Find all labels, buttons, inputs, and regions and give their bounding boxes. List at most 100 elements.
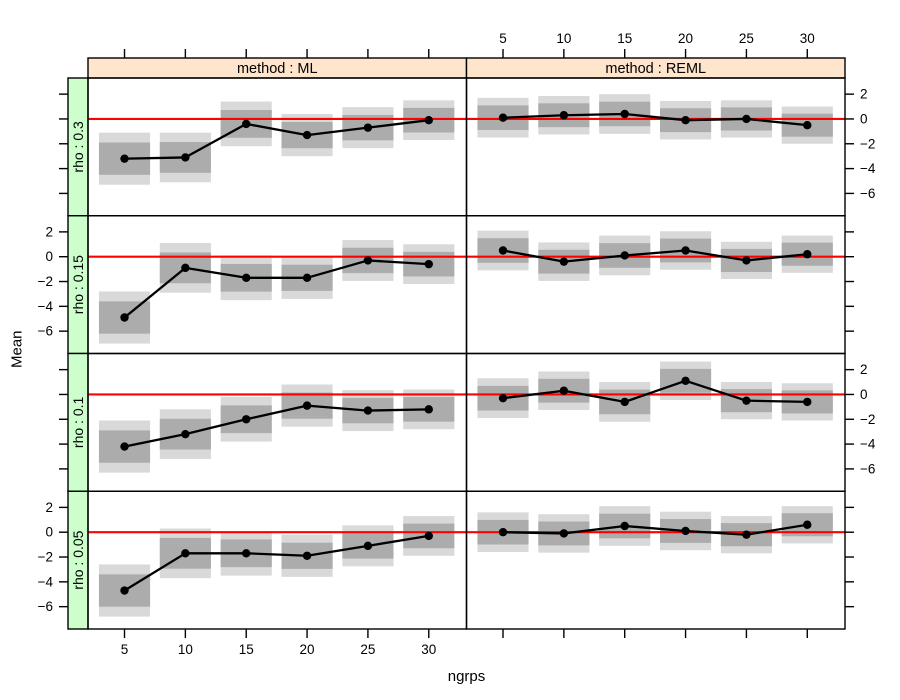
y-tick-label-left: 2 — [45, 500, 53, 515]
data-point — [363, 256, 373, 265]
data-point — [559, 529, 569, 538]
data-point — [242, 119, 251, 129]
series-line — [502, 523, 808, 536]
data-point — [498, 393, 508, 403]
x-tick-label-bottom: 20 — [300, 642, 315, 657]
row-strip-label: rho : 0.05 — [70, 530, 86, 589]
data-point — [242, 415, 251, 424]
data-point — [302, 551, 312, 560]
data-point — [681, 246, 690, 255]
x-tick-label-top: 15 — [617, 31, 632, 46]
data-point — [681, 115, 690, 125]
y-tick-label-right: −6 — [860, 186, 875, 201]
y-tick-label-right: 2 — [860, 87, 868, 102]
y-tick-label-right: −4 — [860, 161, 876, 176]
y-tick-label-left: −2 — [38, 274, 53, 289]
data-point — [559, 257, 569, 266]
series-line — [502, 379, 808, 404]
y-tick-label-right: −2 — [860, 136, 875, 151]
data-point — [424, 259, 433, 269]
data-point — [620, 109, 629, 119]
x-tick-label-top: 5 — [499, 31, 507, 46]
y-tick-label-right: −2 — [860, 412, 875, 427]
y-tick-label-right: −6 — [860, 461, 875, 476]
data-point — [498, 113, 508, 122]
x-tick-label-top: 25 — [739, 31, 754, 46]
x-tick-label-bottom: 30 — [421, 642, 436, 657]
x-tick-label-bottom: 5 — [121, 642, 129, 657]
column-strip-label: method : ML — [237, 61, 318, 77]
data-point — [302, 130, 312, 140]
y-tick-label-left: 2 — [45, 224, 53, 239]
panel-border — [465, 352, 846, 492]
row-strip-label: rho : 0.15 — [70, 255, 86, 314]
series-line — [124, 404, 429, 448]
data-point — [803, 520, 812, 529]
row-strip-label: rho : 0.3 — [70, 121, 86, 173]
data-point — [742, 256, 751, 265]
y-tick-label-left: −6 — [38, 599, 53, 614]
data-point — [242, 549, 251, 558]
series-line — [502, 249, 808, 263]
y-tick-label-right: 2 — [860, 362, 868, 377]
data-point — [424, 531, 433, 541]
data-point — [424, 115, 433, 125]
y-tick-label-left: 0 — [45, 249, 53, 264]
y-tick-label-left: −2 — [38, 550, 53, 565]
panel-border — [465, 490, 846, 630]
y-tick-label-left: −4 — [38, 299, 54, 314]
y-tick-label-left: −6 — [38, 324, 53, 339]
row-strip-label: rho : 0.1 — [70, 396, 86, 448]
x-tick-label-bottom: 15 — [239, 642, 254, 657]
data-point — [363, 406, 373, 415]
data-point — [363, 123, 373, 132]
y-tick-label-left: −4 — [38, 574, 54, 589]
data-point — [181, 263, 190, 273]
x-tick-label-top: 30 — [800, 31, 815, 46]
data-point — [681, 376, 690, 386]
series-line — [124, 119, 429, 160]
data-point — [498, 528, 508, 537]
data-point — [559, 386, 569, 395]
data-point — [120, 442, 129, 451]
y-tick-label-right: 0 — [860, 387, 868, 402]
series-line — [123, 259, 429, 319]
y-tick-label-right: 0 — [860, 111, 868, 126]
data-point — [302, 273, 312, 282]
x-tick-label-bottom: 10 — [178, 642, 193, 657]
data-point — [803, 397, 812, 407]
data-point — [803, 120, 812, 130]
data-point — [181, 549, 190, 558]
data-point — [181, 429, 190, 439]
data-point — [620, 397, 629, 407]
series-line — [123, 534, 429, 592]
y-tick-label-left: 0 — [45, 525, 53, 540]
data-point — [742, 530, 751, 539]
data-point — [120, 586, 129, 595]
y-tick-label-right: −4 — [860, 437, 876, 452]
data-point — [559, 111, 569, 120]
y-axis-title: Mean — [8, 330, 26, 368]
x-tick-label-top: 10 — [556, 31, 571, 46]
data-point — [620, 251, 629, 260]
data-point — [742, 114, 751, 124]
data-point — [742, 396, 751, 405]
data-point — [120, 154, 129, 163]
column-strip-label: method : REML — [605, 61, 706, 77]
data-point — [681, 526, 690, 536]
x-tick-label-top: 20 — [678, 31, 693, 46]
x-tick-label-bottom: 25 — [360, 642, 375, 657]
data-point — [620, 521, 629, 531]
data-point — [120, 313, 129, 322]
data-point — [302, 401, 312, 410]
series-line — [502, 112, 808, 127]
data-point — [498, 246, 508, 255]
x-axis-title: ngrps — [447, 668, 486, 685]
data-point — [803, 250, 812, 259]
data-point — [181, 153, 190, 162]
data-point — [363, 541, 373, 551]
data-point — [424, 405, 433, 414]
data-point — [242, 273, 251, 282]
